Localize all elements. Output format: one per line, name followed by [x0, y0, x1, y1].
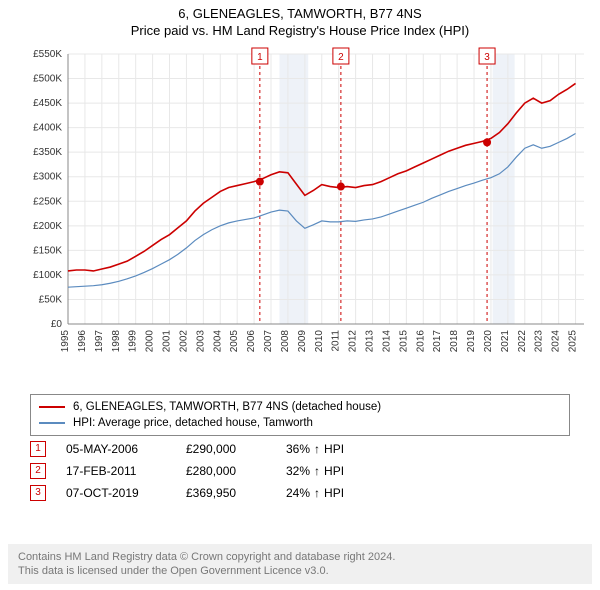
legend-swatch [39, 406, 65, 408]
chart-title: 6, GLENEAGLES, TAMWORTH, B77 4NS [0, 0, 600, 21]
svg-text:£250K: £250K [33, 196, 62, 207]
svg-text:£400K: £400K [33, 123, 62, 134]
svg-text:2019: 2019 [466, 330, 477, 353]
svg-text:2016: 2016 [415, 330, 426, 353]
svg-text:£450K: £450K [33, 98, 62, 109]
svg-text:1997: 1997 [94, 330, 105, 353]
event-pct: 32% ↑ HPI [286, 460, 344, 482]
svg-text:£300K: £300K [33, 172, 62, 183]
line-chart: £0 £50K £100K £150K £200K £250K £300K £350K £400… [8, 44, 592, 384]
legend-label: HPI: Average price, detached house, Tamw… [73, 415, 313, 431]
svg-text:£500K: £500K [33, 74, 62, 85]
svg-text:2010: 2010 [314, 330, 325, 353]
svg-text:2012: 2012 [348, 330, 359, 353]
svg-text:2024: 2024 [551, 330, 562, 353]
svg-text:1998: 1998 [111, 330, 122, 353]
event-pct: 24% ↑ HPI [286, 482, 344, 504]
event-pct: 36% ↑ HPI [286, 438, 344, 460]
event-price: £369,950 [186, 482, 266, 504]
svg-text:2025: 2025 [568, 330, 579, 353]
event-badge: 3 [30, 485, 46, 501]
event-price: £290,000 [186, 438, 266, 460]
svg-text:£100K: £100K [33, 270, 62, 281]
svg-text:1995: 1995 [60, 330, 71, 353]
svg-text:£350K: £350K [33, 147, 62, 158]
svg-text:2002: 2002 [178, 330, 189, 353]
event-badge: 1 [30, 441, 46, 457]
arrow-up-icon: ↑ [314, 482, 320, 504]
event-badge: 2 [30, 463, 46, 479]
footer-line2: This data is licensed under the Open Gov… [18, 564, 582, 578]
event-row-3: 3 07-OCT-2019 £369,950 24% ↑ HPI [30, 482, 570, 504]
svg-text:£550K: £550K [33, 49, 62, 60]
svg-text:2001: 2001 [162, 330, 173, 353]
svg-text:2021: 2021 [500, 330, 511, 353]
svg-text:2003: 2003 [195, 330, 206, 353]
svg-text:2007: 2007 [263, 330, 274, 353]
svg-text:£0: £0 [51, 319, 63, 330]
svg-text:2011: 2011 [331, 330, 342, 352]
svg-text:2023: 2023 [534, 330, 545, 353]
svg-text:2013: 2013 [365, 330, 376, 353]
svg-text:2017: 2017 [432, 330, 443, 353]
svg-text:2022: 2022 [517, 330, 528, 353]
svg-text:2004: 2004 [212, 330, 223, 353]
svg-text:2014: 2014 [381, 330, 392, 353]
legend-item-property: 6, GLENEAGLES, TAMWORTH, B77 4NS (detach… [39, 399, 561, 415]
svg-text:2000: 2000 [145, 330, 156, 353]
legend-swatch [39, 422, 65, 424]
svg-text:2015: 2015 [398, 330, 409, 353]
svg-text:2020: 2020 [483, 330, 494, 353]
event-date: 17-FEB-2011 [66, 460, 166, 482]
svg-text:£150K: £150K [33, 245, 62, 256]
event-date: 07-OCT-2019 [66, 482, 166, 504]
svg-text:2: 2 [338, 52, 344, 63]
chart-subtitle: Price paid vs. HM Land Registry's House … [0, 21, 600, 38]
event-list: 1 05-MAY-2006 £290,000 36% ↑ HPI 2 17-FE… [30, 438, 570, 504]
footer-attribution: Contains HM Land Registry data © Crown c… [8, 544, 592, 584]
event-row-1: 1 05-MAY-2006 £290,000 36% ↑ HPI [30, 438, 570, 460]
footer-line1: Contains HM Land Registry data © Crown c… [18, 550, 582, 564]
event-date: 05-MAY-2006 [66, 438, 166, 460]
svg-text:£200K: £200K [33, 221, 62, 232]
svg-text:2008: 2008 [280, 330, 291, 353]
svg-text:2018: 2018 [449, 330, 460, 353]
chart-area: £0 £50K £100K £150K £200K £250K £300K £350K £400… [8, 44, 592, 384]
legend: 6, GLENEAGLES, TAMWORTH, B77 4NS (detach… [30, 394, 570, 436]
svg-text:3: 3 [484, 52, 490, 63]
event-price: £280,000 [186, 460, 266, 482]
svg-text:2006: 2006 [246, 330, 257, 353]
svg-text:2005: 2005 [229, 330, 240, 353]
arrow-up-icon: ↑ [314, 438, 320, 460]
svg-text:1: 1 [257, 52, 263, 63]
svg-text:1996: 1996 [77, 330, 88, 353]
legend-label: 6, GLENEAGLES, TAMWORTH, B77 4NS (detach… [73, 399, 381, 415]
svg-text:£50K: £50K [39, 294, 63, 305]
legend-item-hpi: HPI: Average price, detached house, Tamw… [39, 415, 561, 431]
event-row-2: 2 17-FEB-2011 £280,000 32% ↑ HPI [30, 460, 570, 482]
svg-text:1999: 1999 [128, 330, 139, 353]
arrow-up-icon: ↑ [314, 460, 320, 482]
svg-text:2009: 2009 [297, 330, 308, 353]
